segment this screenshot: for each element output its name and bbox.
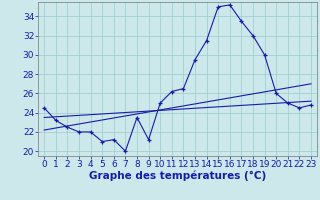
- X-axis label: Graphe des températures (°C): Graphe des températures (°C): [89, 171, 266, 181]
